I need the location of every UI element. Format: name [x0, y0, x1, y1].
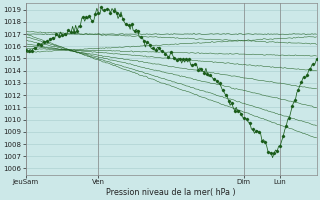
X-axis label: Pression niveau de la mer( hPa ): Pression niveau de la mer( hPa ) — [106, 188, 236, 197]
